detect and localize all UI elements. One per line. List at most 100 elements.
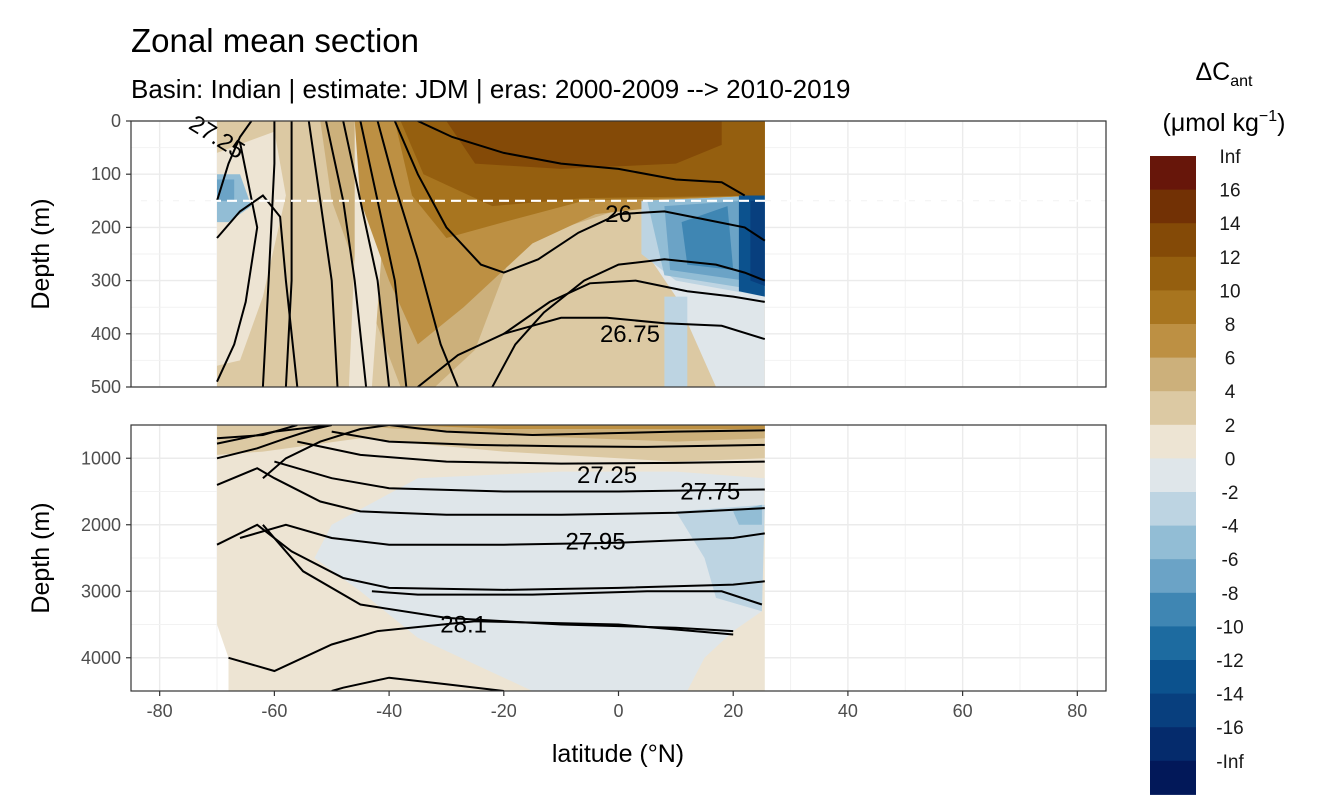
contour-line-upper: [417, 316, 766, 387]
legend-units: (μmol kg−1): [1163, 108, 1286, 137]
legend-label: -14: [1216, 685, 1244, 706]
legend-label: -4: [1222, 517, 1239, 538]
y-tick-label-lower: 3000: [81, 581, 121, 601]
legend-label: -8: [1222, 584, 1239, 605]
fill-region-upper: [664, 296, 688, 387]
contour-line-upper: [393, 121, 766, 274]
legend-swatch: [1150, 626, 1196, 661]
legend: ΔCant (μmol kg−1) Inf 16 14 12 10 8 6 4 2 0 -2 -4 -6…: [1150, 58, 1285, 795]
legend-title-main: ΔC: [1195, 58, 1230, 86]
legend-units-close: ): [1277, 109, 1285, 137]
legend-swatch: [1150, 290, 1196, 325]
legend-title: ΔCant: [1195, 58, 1253, 90]
fill-region-upper: [446, 121, 722, 169]
y-tick-label-upper: 500: [91, 377, 121, 397]
axes: -80 -60 -40 -20 0 20 40 60 80 0 100 200 300 400 500 100…: [81, 111, 1087, 721]
contour-line-lower: [216, 523, 765, 591]
y-tick-label-upper: 300: [91, 271, 121, 291]
contour-line-lower: [239, 523, 765, 546]
x-tick-label: 20: [723, 701, 743, 721]
upper-panel-border: [130, 120, 1107, 388]
x-tick-label: -40: [376, 701, 402, 721]
contour-line-upper: [325, 121, 368, 387]
legend-label: -2: [1222, 483, 1239, 504]
upper-panel-fill: [217, 121, 765, 387]
legend-swatch: [1150, 492, 1196, 527]
y-axis-label-upper: Depth (m): [27, 198, 55, 309]
legend-label: 6: [1225, 349, 1236, 370]
contour-line-upper: [307, 121, 339, 387]
x-tick-label: -60: [261, 701, 287, 721]
x-tick-label: -20: [491, 701, 517, 721]
contour-label: 27.25: [577, 462, 637, 489]
contour-line-lower: [331, 430, 765, 448]
legend-swatch: [1150, 189, 1196, 224]
legend-title-sub: ant: [1230, 73, 1253, 90]
contour-line-lower: [262, 425, 390, 479]
legend-swatch: [1150, 727, 1196, 762]
contour-line-upper: [359, 121, 408, 387]
legend-swatch: [1150, 391, 1196, 426]
y-axis-label-lower: Depth (m): [27, 502, 55, 613]
contour-label: 26: [605, 201, 632, 228]
contour-line-upper: [491, 258, 766, 387]
legend-label: 4: [1225, 382, 1236, 403]
y-tick-label-upper: 100: [91, 164, 121, 184]
legend-swatch: [1150, 256, 1196, 291]
legend-swatch: [1150, 223, 1196, 258]
x-tick-label: 80: [1067, 701, 1087, 721]
y-tick-label-lower: 1000: [81, 448, 121, 468]
lower-panel-fill: [217, 425, 765, 691]
contour-line-lower: [262, 524, 734, 633]
chart-subtitle: Basin: Indian | estimate: JDM | eras: 20…: [131, 74, 851, 104]
fill-region-upper: [750, 200, 765, 286]
y-tick-label-upper: 400: [91, 324, 121, 344]
contour-line-upper: [376, 121, 459, 387]
legend-swatch: [1150, 424, 1196, 459]
legend-label: 2: [1225, 416, 1236, 437]
legend-swatch: [1150, 324, 1196, 359]
legend-swatch: [1150, 660, 1196, 695]
contour-line-upper: [216, 194, 299, 387]
contour-line-upper: [216, 142, 259, 383]
contour-line-lower: [331, 676, 504, 691]
legend-swatch: [1150, 525, 1196, 560]
x-tick-label: -80: [147, 701, 173, 721]
legend-label: -6: [1222, 550, 1239, 571]
legend-label: -12: [1216, 651, 1243, 672]
legend-label: 8: [1225, 315, 1236, 336]
contour-line-upper: [261, 121, 276, 387]
legend-label: 0: [1225, 449, 1236, 470]
contour-line-lower: [371, 590, 763, 606]
chart-title: Zonal mean section: [131, 22, 419, 59]
legend-swatch: [1150, 693, 1196, 728]
legend-swatch: [1150, 760, 1196, 795]
legend-units-text: (μmol kg: [1163, 109, 1259, 137]
contour-line-lower: [228, 620, 734, 673]
upper-panel-contours: [216, 121, 766, 387]
contour-line-lower: [216, 425, 332, 460]
contour-label: 28.1: [440, 612, 487, 639]
fill-region-lower: [314, 471, 765, 691]
contour-line-lower: [388, 425, 765, 437]
x-tick-label: 0: [613, 701, 623, 721]
legend-swatch: [1150, 559, 1196, 594]
legend-colorbar: Inf 16 14 12 10 8 6 4 2 0 -2 -4 -6 -8 -10 -12 -14 -16 -Inf: [1150, 147, 1244, 795]
legend-label: Inf: [1219, 147, 1241, 168]
y-tick-label-upper: 0: [111, 111, 121, 131]
contour-line-upper: [503, 279, 765, 335]
contour-label: 27.95: [566, 528, 626, 555]
legend-label: 12: [1219, 248, 1240, 269]
contour-line-lower: [297, 440, 765, 465]
x-tick-label: 60: [953, 701, 973, 721]
x-axis-label: latitude (°N): [552, 740, 684, 768]
y-tick-label-lower: 2000: [81, 515, 121, 535]
contour-line-lower: [216, 467, 765, 516]
contour-line-upper: [417, 121, 746, 197]
x-tick-label: 40: [838, 701, 858, 721]
legend-units-sup: −1: [1259, 108, 1277, 125]
fill-region-lower: [400, 425, 765, 429]
y-tick-label-upper: 200: [91, 217, 121, 237]
